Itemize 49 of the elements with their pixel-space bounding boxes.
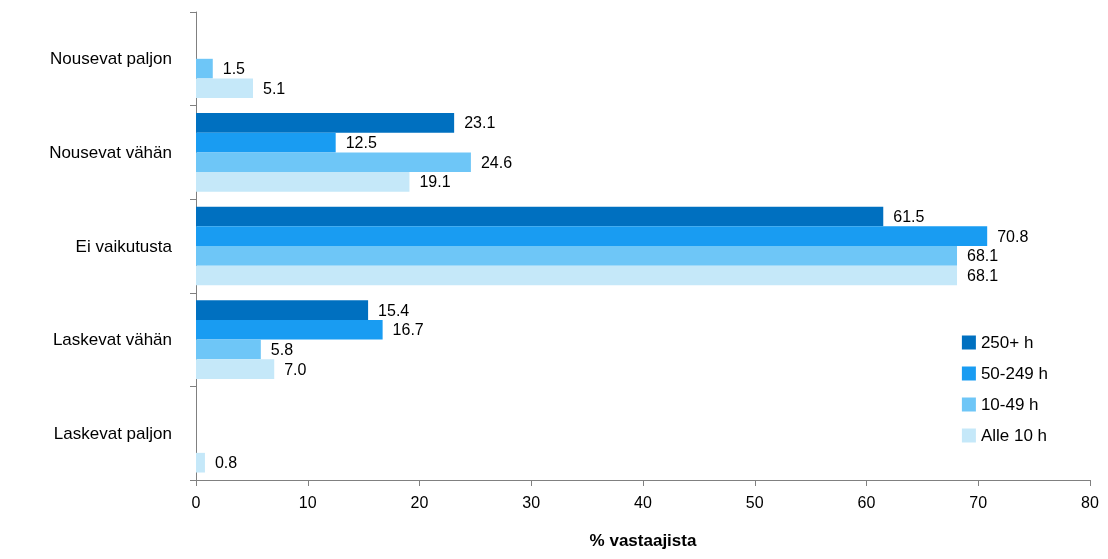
bar bbox=[196, 113, 455, 133]
bar bbox=[196, 319, 383, 340]
data-label: 5.8 bbox=[270, 340, 294, 358]
x-tick-label: 50 bbox=[745, 493, 764, 511]
bar bbox=[196, 132, 336, 153]
data-label: 68.1 bbox=[967, 247, 999, 265]
x-tick-label: 40 bbox=[634, 493, 652, 511]
data-label: 19.1 bbox=[419, 173, 451, 191]
bar bbox=[196, 206, 884, 227]
legend-label: 50-249 h bbox=[980, 364, 1049, 383]
x-tick-label: 80 bbox=[1081, 493, 1099, 511]
y-tick-label: Laskevat vähän bbox=[52, 330, 172, 350]
x-tick-label: 10 bbox=[298, 493, 317, 511]
data-label: 61.5 bbox=[893, 208, 925, 226]
legend-label: Alle 10 h bbox=[980, 426, 1048, 445]
bar bbox=[196, 226, 988, 246]
bar bbox=[196, 339, 261, 360]
data-label: 7.0 bbox=[284, 360, 307, 378]
bar bbox=[196, 78, 253, 99]
y-tick-label: Nousevat vähän bbox=[49, 142, 172, 162]
data-label: 24.6 bbox=[480, 153, 513, 171]
bar bbox=[196, 152, 471, 173]
data-label: 23.1 bbox=[464, 114, 496, 132]
data-label: 1.5 bbox=[222, 60, 246, 78]
bar bbox=[196, 246, 958, 266]
data-label: 15.4 bbox=[378, 301, 410, 319]
legend-label: 10-49 h bbox=[980, 395, 1039, 414]
bar bbox=[196, 359, 275, 379]
data-label: 5.1 bbox=[262, 79, 286, 97]
bar bbox=[196, 58, 213, 79]
bar bbox=[196, 172, 410, 192]
legend-label: 250+ h bbox=[980, 333, 1034, 352]
x-tick-label: 20 bbox=[410, 493, 429, 511]
bar bbox=[196, 265, 958, 286]
x-tick-label: 60 bbox=[857, 493, 876, 511]
data-label: 70.8 bbox=[997, 227, 1029, 245]
bar bbox=[196, 300, 369, 320]
data-label: 12.5 bbox=[345, 134, 377, 152]
bar bbox=[196, 452, 205, 473]
data-label: 0.8 bbox=[214, 454, 238, 472]
x-tick-label: 30 bbox=[522, 493, 541, 511]
data-label: 68.1 bbox=[967, 266, 999, 284]
data-label: 16.7 bbox=[392, 321, 424, 339]
y-tick-label: Nousevat paljon bbox=[50, 49, 172, 69]
y-tick-label: Laskevat paljon bbox=[53, 423, 172, 443]
y-tick-label: Ei vaikutusta bbox=[75, 236, 173, 256]
x-tick-label: 70 bbox=[969, 493, 988, 511]
x-tick-label: 0 bbox=[191, 493, 201, 511]
x-axis-title: % vastaajista bbox=[589, 531, 697, 550]
